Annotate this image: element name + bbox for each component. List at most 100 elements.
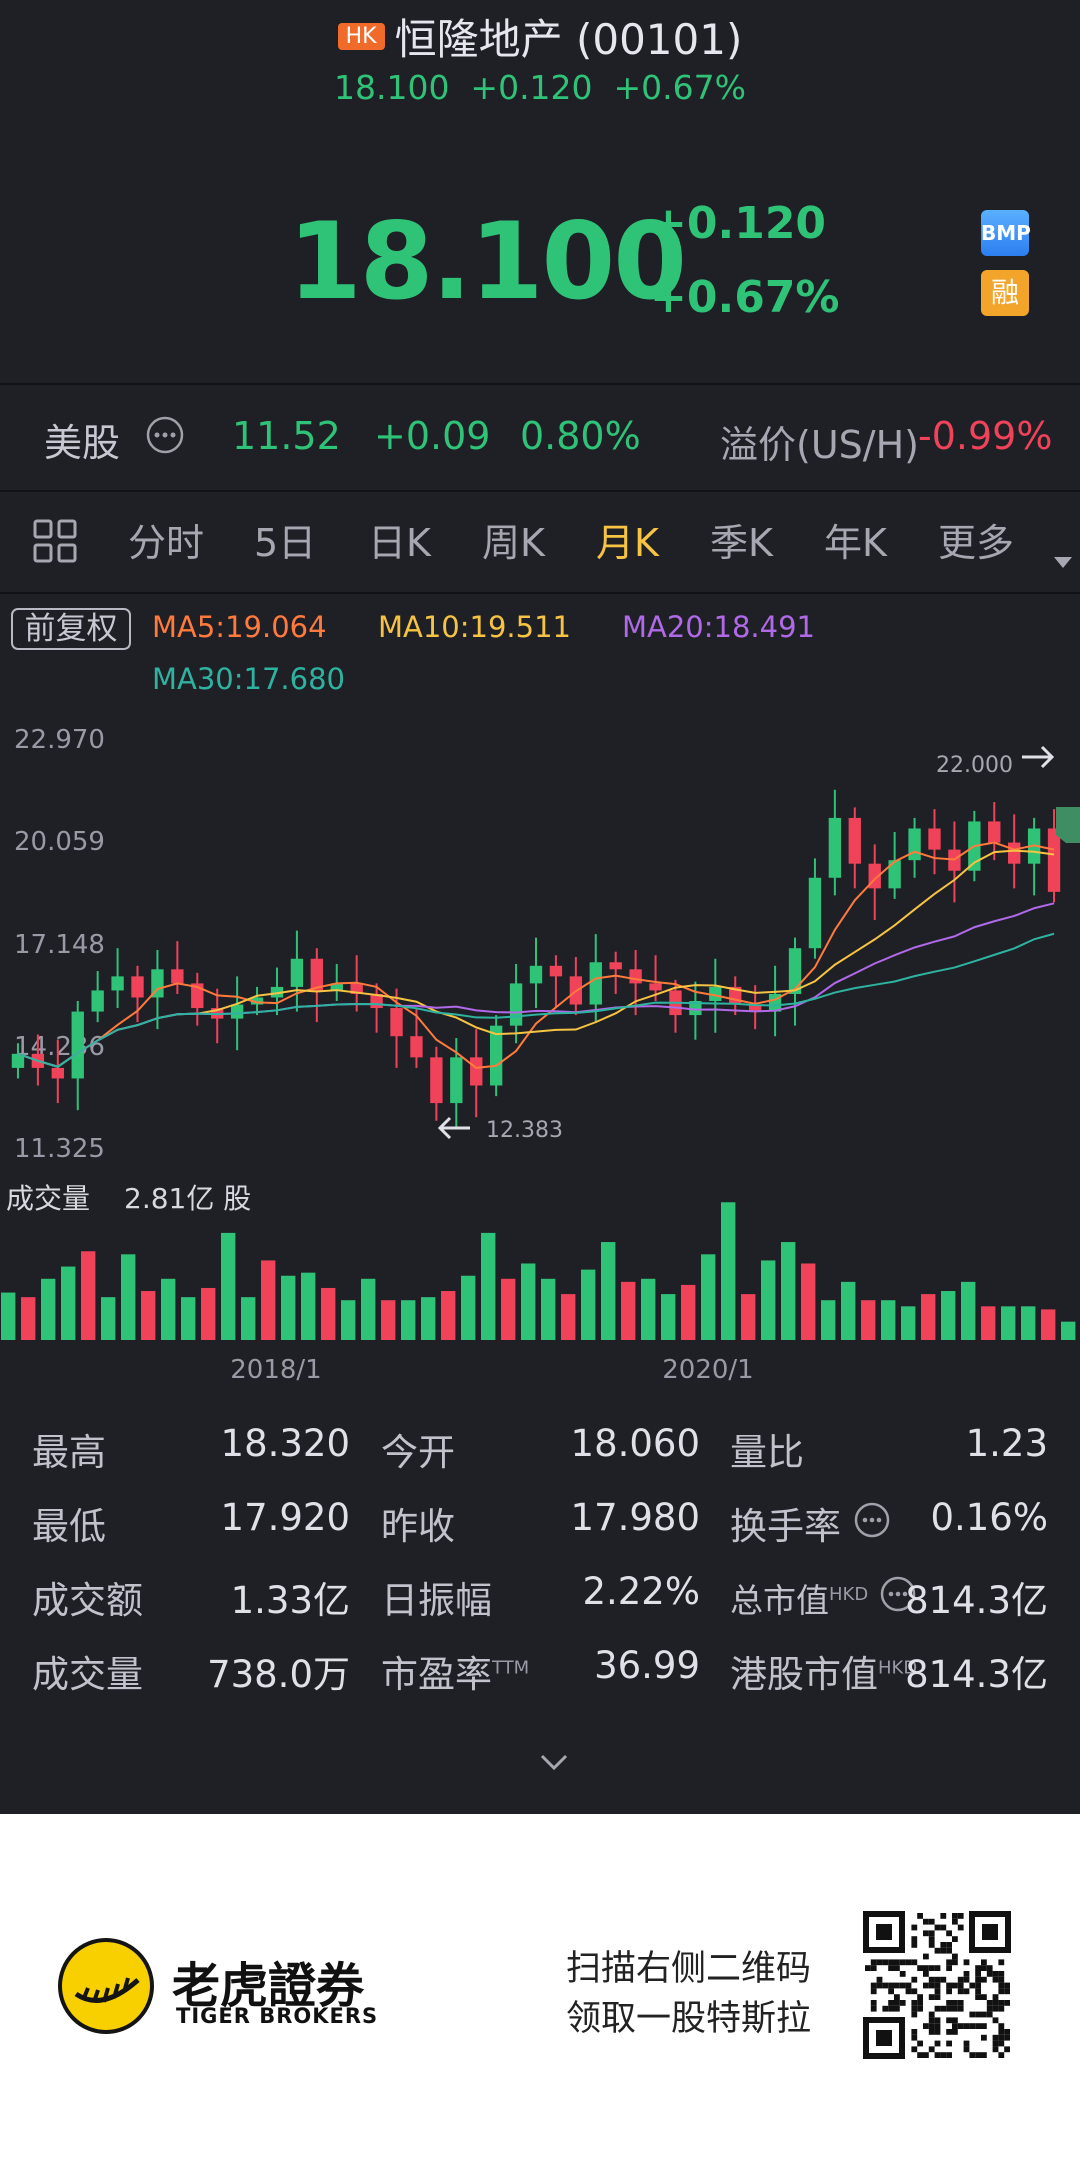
qr-module xyxy=(934,2017,941,2024)
divider xyxy=(0,490,1080,492)
tab-intraday[interactable]: 分时 xyxy=(128,521,205,565)
qr-module xyxy=(986,1971,993,1977)
tab-5day[interactable]: 5日 xyxy=(254,521,317,565)
brand-name-en: TIGER BROKERS xyxy=(176,2004,379,2028)
more-circle-icon[interactable] xyxy=(146,416,184,463)
qr-module xyxy=(998,2034,1005,2041)
volume-bar xyxy=(921,1294,936,1340)
tab-monthly[interactable]: 月K xyxy=(596,521,659,565)
bmp-badge[interactable]: BMP xyxy=(981,210,1031,256)
qr-module xyxy=(992,2005,999,2012)
qr-code[interactable] xyxy=(862,1910,1012,2060)
qr-module xyxy=(917,2005,923,2012)
stat-value: 17.920 xyxy=(220,1496,350,1539)
qr-module xyxy=(946,2052,952,2058)
volume-bar xyxy=(521,1263,536,1340)
candle-down xyxy=(1047,828,1061,892)
qr-module xyxy=(876,1959,883,1966)
caret-down-icon[interactable] xyxy=(1054,534,1072,578)
qr-module xyxy=(911,2046,918,2053)
header-quote: 18.100 +0.120 +0.67% xyxy=(0,68,1080,107)
qr-module xyxy=(928,2017,935,2024)
adjust-box[interactable] xyxy=(11,608,131,650)
margin-badge[interactable]: 融 xyxy=(981,270,1029,316)
qr-module xyxy=(870,1965,877,1971)
ma30-legend: MA30:17.680 xyxy=(152,662,345,696)
qr-module xyxy=(981,2023,987,2029)
volume-bar xyxy=(821,1300,836,1340)
tab-more[interactable]: 更多 xyxy=(938,521,1015,565)
volume-bar xyxy=(361,1278,376,1340)
candle-up xyxy=(450,1057,463,1104)
stat-label: 量比 xyxy=(730,1431,804,1474)
volume-bar xyxy=(301,1272,316,1340)
expand-chevron-icon[interactable] xyxy=(538,1752,570,1778)
tab-weekly[interactable]: 周K xyxy=(482,521,545,565)
kline-chart[interactable]: 前复权 MA5:19.064 MA10:19.511 MA20:18.491 M… xyxy=(0,595,1080,1395)
qr-module xyxy=(952,1936,958,1942)
qr-module xyxy=(888,2000,894,2006)
qr-module xyxy=(894,1982,900,1989)
us-listing-row[interactable]: 美股 11.52 +0.09 0.80% 溢价(US/H) -0.99% xyxy=(0,408,1080,468)
y-tick-label: 17.148 xyxy=(14,930,105,960)
qr-module xyxy=(923,1965,929,1971)
qr-module xyxy=(975,2023,981,2029)
volume-bar xyxy=(261,1260,276,1340)
candle-down xyxy=(470,1057,483,1086)
qr-module xyxy=(975,2011,981,2018)
qr-module xyxy=(934,1988,941,1995)
info-circle-icon[interactable] xyxy=(880,1576,916,1621)
qr-module xyxy=(981,1959,987,1966)
qr-module xyxy=(899,1971,906,1977)
premium-label: 溢价(US/H) xyxy=(720,423,919,467)
info-circle-icon[interactable] xyxy=(854,1502,890,1547)
volume-label: 成交量 xyxy=(6,1182,90,1215)
volume-bar xyxy=(1041,1309,1056,1340)
candle-up xyxy=(91,990,104,1012)
volume-bar xyxy=(741,1294,756,1340)
volume-bar xyxy=(621,1281,636,1340)
qr-module xyxy=(934,1947,941,1954)
candle-down xyxy=(609,962,622,970)
volume-bar xyxy=(941,1291,956,1340)
qr-module xyxy=(870,1959,877,1966)
stat-label: 最高 xyxy=(32,1431,106,1474)
qr-module xyxy=(946,2000,952,2006)
arrow-right-icon xyxy=(1022,745,1055,769)
buy-marker[interactable] xyxy=(1056,807,1080,843)
qr-module xyxy=(998,1976,1005,1983)
us-label: 美股 xyxy=(44,421,121,465)
qr-module xyxy=(975,1982,981,1989)
tab-daily[interactable]: 日K xyxy=(368,521,431,565)
volume-bar xyxy=(1,1292,16,1340)
qr-module xyxy=(992,1994,999,2000)
volume-bar xyxy=(701,1254,716,1340)
volume-bar xyxy=(901,1306,916,1340)
qr-module xyxy=(1004,2046,1010,2053)
volume-bar xyxy=(641,1278,656,1340)
qr-module xyxy=(969,1982,976,1989)
grid-icon[interactable] xyxy=(32,518,78,573)
qr-module xyxy=(894,1994,900,2000)
x-tick-label: 2020/1 xyxy=(662,1355,753,1385)
tab-quarterly[interactable]: 季K xyxy=(710,521,773,565)
stat-label: 今开 xyxy=(381,1431,455,1474)
stat-label: 港股市值HKD xyxy=(730,1644,917,1698)
candle-up xyxy=(270,986,284,998)
qr-module xyxy=(876,1976,883,1983)
qr-module xyxy=(969,2052,976,2058)
qr-module xyxy=(888,1959,894,1966)
qr-module xyxy=(975,1988,981,1995)
candle-up xyxy=(788,948,802,994)
qr-module xyxy=(992,2040,999,2047)
stock-title: HK 恒隆地产 (00101) xyxy=(0,6,1080,67)
qr-module xyxy=(911,1942,918,1948)
tab-yearly[interactable]: 年K xyxy=(824,521,887,565)
qr-module xyxy=(870,2005,877,2012)
qr-module xyxy=(946,1947,952,1954)
qr-module xyxy=(911,2029,918,2035)
qr-module xyxy=(992,1976,999,1983)
current-price: 18.100 xyxy=(288,200,687,323)
adjust-label[interactable]: 前复权 xyxy=(25,611,118,647)
volume-bar xyxy=(861,1300,876,1340)
